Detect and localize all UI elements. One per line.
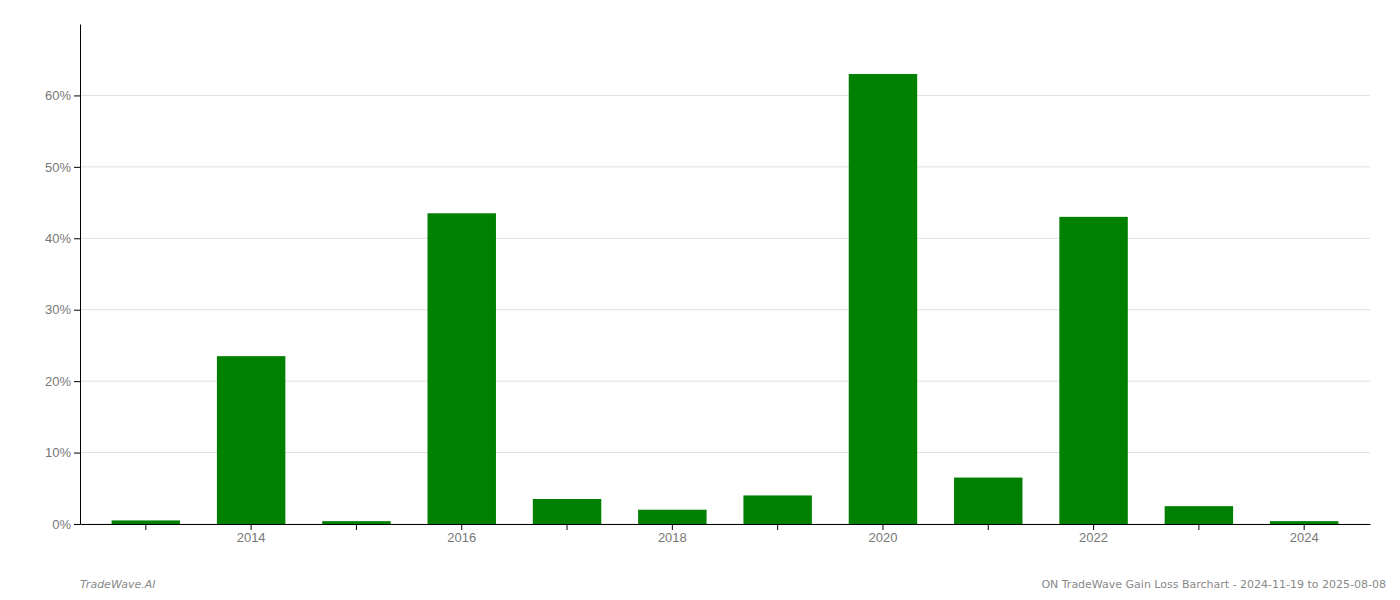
- grid-line: [80, 95, 1370, 96]
- tick: [1198, 524, 1199, 530]
- tick-mark: [74, 95, 80, 96]
- tick: 60%: [45, 88, 80, 103]
- bar: [1165, 506, 1233, 524]
- grid: [80, 95, 1370, 524]
- tick-mark: [74, 524, 80, 525]
- tick: 0%: [52, 517, 80, 532]
- tick: 2022: [1079, 524, 1108, 545]
- grid-line: [80, 309, 1370, 310]
- y-axis: 0% 10% 20% 30% 40% 50% 60%: [45, 25, 81, 532]
- tick-mark: [1304, 524, 1305, 530]
- tick-mark: [882, 524, 883, 530]
- tick-mark: [251, 524, 252, 530]
- tick: 2014: [237, 524, 266, 545]
- tick-label: 40%: [45, 231, 71, 246]
- grid-line: [80, 166, 1370, 167]
- tick-label: 2016: [447, 530, 476, 545]
- tick-mark: [567, 524, 568, 530]
- bar: [743, 495, 811, 524]
- tick: 20%: [45, 374, 80, 389]
- tick: 2018: [658, 524, 687, 545]
- tick: [988, 524, 989, 530]
- tick: [777, 524, 778, 530]
- tick-mark: [672, 524, 673, 530]
- tick-mark: [74, 238, 80, 239]
- x-axis: 2014 2016 2018 2020 2022 2024: [81, 524, 1371, 545]
- bar: [1059, 217, 1127, 524]
- tick: 2020: [868, 524, 897, 545]
- tick-label: 50%: [45, 160, 71, 175]
- tick-label: 2018: [658, 530, 687, 545]
- axis-line: [80, 25, 81, 525]
- tick: 50%: [45, 160, 80, 175]
- tick: [145, 524, 146, 530]
- chart: 0% 10% 20% 30% 40% 50% 60% 2014 2016 2018 2020 2022…: [0, 0, 1400, 600]
- annotation: ON TradeWave Gain Loss Barchart - 2024-1…: [1041, 578, 1386, 591]
- bar: [322, 521, 390, 524]
- bar: [849, 74, 917, 524]
- tick-mark: [988, 524, 989, 530]
- bar: [533, 499, 601, 524]
- bar: [217, 356, 285, 524]
- tick-label: 10%: [45, 445, 71, 460]
- tick-mark: [1198, 524, 1199, 530]
- bars: [112, 74, 1339, 524]
- tick-label: 60%: [45, 88, 71, 103]
- tick: 2016: [447, 524, 476, 545]
- tick-label: 2022: [1079, 530, 1108, 545]
- bar: [638, 510, 706, 524]
- tick-label: 30%: [45, 302, 71, 317]
- tick-label: 20%: [45, 374, 71, 389]
- tick-mark: [356, 524, 357, 530]
- tick: [356, 524, 357, 530]
- bar: [112, 520, 180, 524]
- tick-mark: [74, 310, 80, 311]
- bar: [954, 478, 1022, 524]
- grid-line: [80, 238, 1370, 239]
- axis-line: [81, 524, 1371, 525]
- tick: 10%: [45, 445, 80, 460]
- bar: [1270, 521, 1338, 524]
- tick-mark: [74, 381, 80, 382]
- tick-label: 2020: [868, 530, 897, 545]
- tick-mark: [74, 453, 80, 454]
- tick: 40%: [45, 231, 80, 246]
- tick-mark: [461, 524, 462, 530]
- tick-mark: [1093, 524, 1094, 530]
- tick-mark: [74, 167, 80, 168]
- tick: [567, 524, 568, 530]
- tick-mark: [777, 524, 778, 530]
- tick-label: 0%: [52, 517, 71, 532]
- annotation: TradeWave.AI: [80, 578, 155, 591]
- tick: 2024: [1290, 524, 1319, 545]
- tick-label: 2014: [237, 530, 266, 545]
- bar: [428, 213, 496, 524]
- plot: 0% 10% 20% 30% 40% 50% 60% 2014 2016 2018 2020 2022…: [45, 25, 1371, 546]
- tick: 30%: [45, 302, 80, 317]
- tick-label: 2024: [1290, 530, 1319, 545]
- tick-mark: [145, 524, 146, 530]
